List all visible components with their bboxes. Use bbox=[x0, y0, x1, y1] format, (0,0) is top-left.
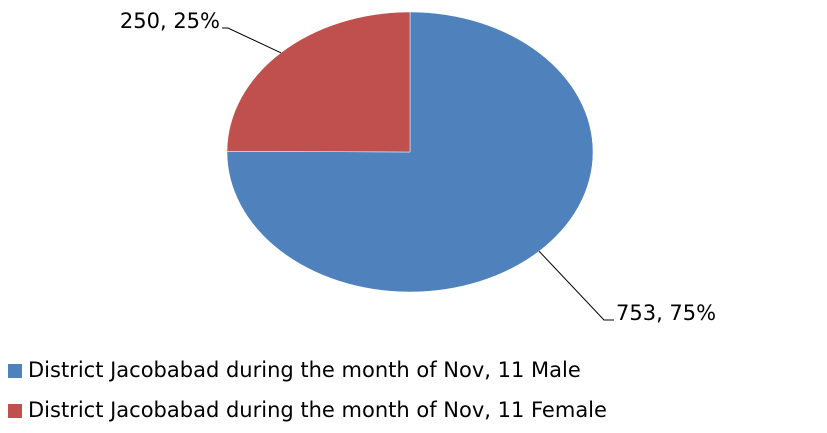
leader-line bbox=[538, 250, 614, 321]
pie-slice bbox=[226, 11, 594, 293]
pie-slice bbox=[226, 11, 411, 153]
legend-swatch bbox=[8, 404, 22, 418]
legend-swatch bbox=[8, 364, 22, 378]
data-label: 250, 25% bbox=[120, 9, 220, 33]
leader-line bbox=[222, 27, 282, 54]
legend-label: District Jacobabad during the month of N… bbox=[28, 358, 581, 382]
legend-label: District Jacobabad during the month of N… bbox=[28, 398, 607, 422]
data-label: 753, 75% bbox=[616, 301, 716, 325]
